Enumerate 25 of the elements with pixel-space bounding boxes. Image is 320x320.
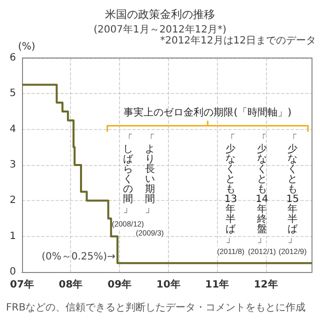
annotation: 「より長い期間」: [144, 133, 155, 216]
text: *2012年12月は12日までのデータ: [160, 34, 316, 46]
x-tick-label: 07年: [10, 278, 34, 290]
annotation: 事実上のゼロ金利の期限(「時間軸」): [124, 106, 292, 118]
y-tick-label: 5: [10, 88, 16, 100]
text: 「少なくとも13年半ば」: [224, 134, 238, 246]
y-tick-label: 1: [10, 230, 16, 242]
x-tick-label: 08年: [58, 278, 83, 290]
text: 「少なくとも14年終盤」: [256, 134, 268, 246]
chart-title: 米国の政策金利の推移: [105, 8, 215, 21]
y-tick-label: 2: [10, 195, 16, 206]
annotation: (0%～0.25%)→: [42, 252, 116, 263]
y-tick-label: 6: [10, 52, 16, 64]
chart-subtitle: (2007年1月～2012年12月*): [94, 24, 226, 36]
y-tick-label: 3: [10, 160, 16, 170]
y-axis-title: (%): [18, 42, 36, 52]
annotation: 「しばらくの間」: [122, 133, 134, 216]
y-tick-label: 0: [10, 266, 16, 278]
text: FRBなどの、信頼できると判断したデータ・コメントをもとに作成: [6, 302, 306, 314]
y-tick-label: 4: [10, 124, 16, 135]
x-tick-label: 12年: [254, 278, 278, 290]
text: 「少なくとも15年半ば」: [286, 134, 299, 246]
x-tick-label: 10年: [156, 278, 180, 290]
x-tick-label: 11年: [205, 278, 230, 290]
x-tick-label: 09年: [108, 278, 132, 290]
